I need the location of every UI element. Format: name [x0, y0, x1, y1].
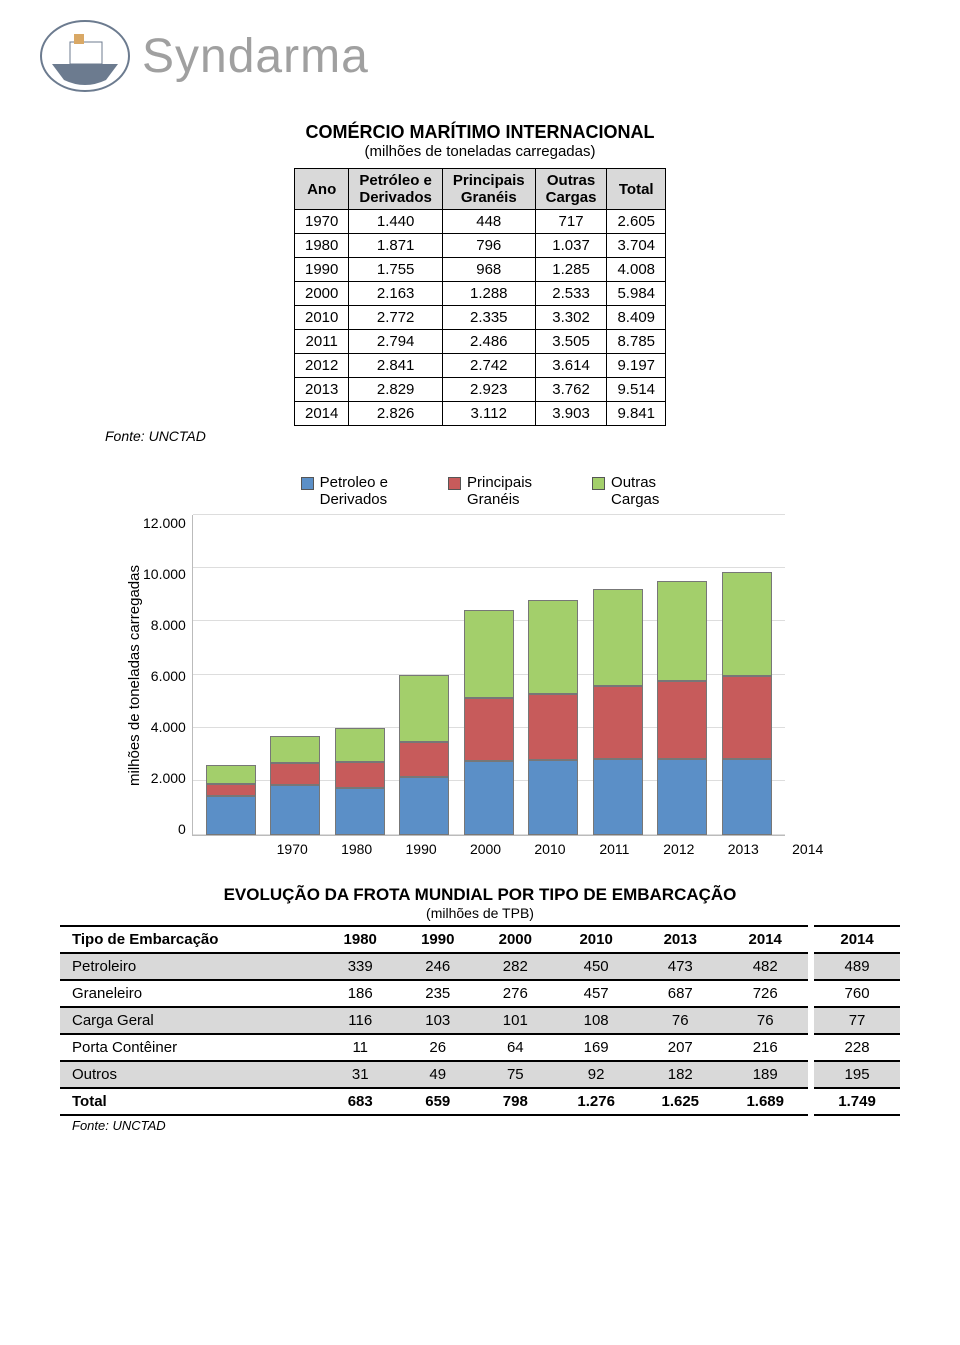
stacked-bar-chart: Petroleo eDerivados PrincipaisGranéis Outr…	[120, 474, 840, 857]
bar-2011	[528, 600, 578, 834]
table-row: Outros31497592182189195	[60, 1061, 900, 1088]
table-header: OutrasCargas	[535, 169, 607, 210]
table-row: 20102.7722.3353.3028.409	[294, 306, 665, 330]
table-row: 20142.8263.1123.9039.841	[294, 402, 665, 426]
chart-yaxis: 12.00010.0008.0006.0004.0002.0000	[143, 515, 192, 837]
section1-subtitle: (milhões de toneladas carregadas)	[40, 143, 920, 160]
table-row: 20112.7942.4863.5058.785	[294, 330, 665, 354]
legend-item: Petroleo eDerivados	[301, 474, 388, 509]
table-header: 2000	[477, 926, 555, 953]
section2-source: Fonte: UNCTAD	[72, 1118, 920, 1133]
trade-table: AnoPetróleo eDerivadosPrincipaisGranéisO…	[294, 168, 666, 426]
brand-logo: Syndarma	[40, 20, 920, 92]
table-header: Ano	[294, 169, 348, 210]
section1-title: COMÉRCIO MARÍTIMO INTERNACIONAL	[40, 122, 920, 143]
table-row: 20122.8412.7423.6149.197	[294, 354, 665, 378]
table-header: 1990	[399, 926, 477, 953]
section2-subtitle: (milhões de TPB)	[40, 905, 920, 921]
section2-title: EVOLUÇÃO DA FROTA MUNDIAL POR TIPO DE EM…	[40, 885, 920, 905]
table-row: 19701.4404487172.605	[294, 210, 665, 234]
section2-title-block: EVOLUÇÃO DA FROTA MUNDIAL POR TIPO DE EM…	[40, 885, 920, 921]
table-header: 1980	[321, 926, 399, 953]
table-row: Graneleiro186235276457687726760	[60, 980, 900, 1007]
table-header: Tipo de Embarcação	[60, 926, 321, 953]
chart-legend: Petroleo eDerivados PrincipaisGranéis Outr…	[120, 474, 840, 509]
bar-1980	[270, 736, 320, 835]
table-total-row: Total6836597981.2761.6251.6891.749	[60, 1088, 900, 1115]
legend-item: OutrasCargas	[592, 474, 659, 509]
table-row: 19801.8717961.0373.704	[294, 234, 665, 258]
table-row: Porta Contêiner112664169207216228	[60, 1034, 900, 1061]
bar-2010	[464, 610, 514, 834]
section1-title-block: COMÉRCIO MARÍTIMO INTERNACIONAL (milhões…	[40, 122, 920, 160]
brand-name: Syndarma	[142, 29, 369, 84]
table-header: 2014	[722, 926, 811, 953]
bar-1970	[206, 765, 256, 834]
chart-xaxis: 197019801990200020102011201220132014	[260, 837, 840, 857]
legend-swatch	[448, 477, 461, 490]
legend-item: PrincipaisGranéis	[448, 474, 532, 509]
bar-1990	[335, 728, 385, 835]
table-row: Petroleiro339246282450473482489	[60, 953, 900, 980]
chart-ylabel: milhões de toneladas carregadas	[120, 515, 143, 837]
table-header: 2010	[554, 926, 638, 953]
table-header: 2013	[638, 926, 722, 953]
table-header: 2014	[811, 926, 900, 953]
table-header: Petróleo eDerivados	[349, 169, 443, 210]
legend-swatch	[301, 477, 314, 490]
table-header: Total	[607, 169, 666, 210]
bar-2012	[593, 589, 643, 834]
fleet-table: Tipo de Embarcação1980199020002010201320…	[60, 925, 900, 1116]
table-row: 19901.7559681.2854.008	[294, 258, 665, 282]
legend-swatch	[592, 477, 605, 490]
chart-plot	[192, 515, 785, 836]
table-row: 20002.1631.2882.5335.984	[294, 282, 665, 306]
section1-source: Fonte: UNCTAD	[105, 428, 920, 444]
bar-2014	[722, 572, 772, 834]
table-row: Carga Geral116103101108767677	[60, 1007, 900, 1034]
bar-2000	[399, 675, 449, 835]
table-header: PrincipaisGranéis	[442, 169, 535, 210]
ship-icon	[40, 20, 130, 92]
bar-2013	[657, 581, 707, 835]
table-row: 20132.8292.9233.7629.514	[294, 378, 665, 402]
